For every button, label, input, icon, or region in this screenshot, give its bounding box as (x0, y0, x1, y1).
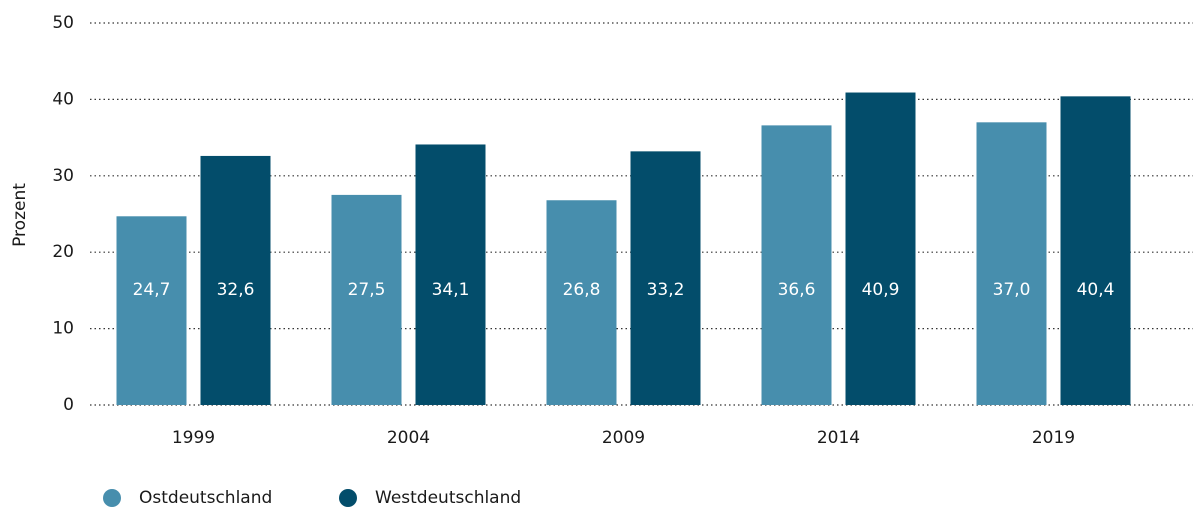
value-label: 36,6 (778, 280, 816, 300)
legend-marker (339, 489, 357, 507)
y-tick-label: 0 (63, 395, 74, 415)
y-axis-label: Prozent (10, 183, 30, 247)
legend-marker (103, 489, 121, 507)
bar (116, 216, 187, 405)
y-tick-label: 20 (52, 242, 74, 262)
bar (331, 194, 402, 405)
value-label: 37,0 (993, 280, 1031, 300)
value-label: 26,8 (563, 280, 601, 300)
bar (845, 92, 916, 406)
x-tick-label: 2019 (1032, 428, 1075, 448)
y-tick-label: 50 (52, 13, 74, 33)
value-label: 40,9 (862, 280, 900, 300)
x-tick-label: 2014 (817, 428, 860, 448)
y-tick-label: 10 (52, 319, 74, 339)
bar (200, 155, 271, 405)
bar (630, 151, 701, 405)
bar (546, 200, 617, 405)
x-tick-label: 2004 (387, 428, 430, 448)
value-label: 33,2 (647, 280, 685, 300)
legend-label: Ostdeutschland (139, 488, 272, 508)
value-label: 40,4 (1077, 280, 1115, 300)
x-tick-label: 2009 (602, 428, 645, 448)
bar (976, 122, 1047, 405)
bar (1060, 96, 1131, 406)
legend-label: Westdeutschland (375, 488, 521, 508)
value-label: 24,7 (133, 280, 171, 300)
value-label: 34,1 (432, 280, 470, 300)
value-label: 27,5 (348, 280, 386, 300)
y-tick-label: 40 (52, 89, 74, 109)
value-label: 32,6 (217, 280, 255, 300)
bar (415, 144, 486, 405)
x-tick-label: 1999 (172, 428, 215, 448)
bar (761, 125, 832, 405)
y-tick-label: 30 (52, 166, 74, 186)
